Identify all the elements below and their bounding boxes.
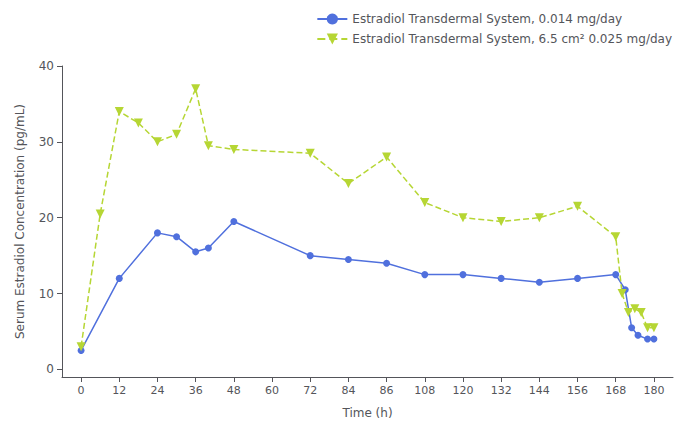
svg-text:24: 24 [150, 384, 164, 397]
svg-text:Serum Estradiol Concentration: Serum Estradiol Concentration (pg/mL) [13, 104, 27, 339]
svg-text:108: 108 [414, 384, 435, 397]
svg-text:40: 40 [39, 59, 54, 73]
svg-text:Estradiol Transdermal System,: Estradiol Transdermal System, 0.014 mg/d… [352, 12, 622, 26]
svg-text:84: 84 [341, 384, 355, 397]
svg-text:60: 60 [265, 384, 279, 397]
svg-text:Estradiol Transdermal System,: Estradiol Transdermal System, 6.5 cm² 0.… [352, 32, 672, 46]
svg-text:156: 156 [567, 384, 588, 397]
svg-text:48: 48 [227, 384, 241, 397]
svg-text:180: 180 [643, 384, 664, 397]
svg-text:168: 168 [605, 384, 626, 397]
svg-text:Time (h): Time (h) [341, 406, 392, 420]
svg-text:10: 10 [39, 287, 54, 301]
svg-text:36: 36 [189, 384, 203, 397]
svg-text:144: 144 [529, 384, 550, 397]
svg-text:120: 120 [452, 384, 473, 397]
svg-text:30: 30 [39, 135, 54, 149]
svg-text:12: 12 [112, 384, 126, 397]
svg-text:20: 20 [39, 211, 54, 225]
svg-text:0: 0 [78, 384, 85, 397]
svg-text:0: 0 [46, 362, 54, 376]
svg-text:72: 72 [303, 384, 317, 397]
svg-text:132: 132 [491, 384, 512, 397]
svg-text:86: 86 [380, 384, 394, 397]
